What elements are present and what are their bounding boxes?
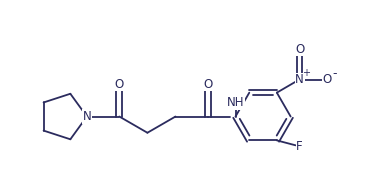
Text: O: O xyxy=(295,43,304,56)
Text: F: F xyxy=(296,140,303,153)
Text: N: N xyxy=(83,110,91,123)
Text: N: N xyxy=(295,73,304,86)
Text: -: - xyxy=(333,67,337,80)
Text: O: O xyxy=(203,78,213,91)
Text: NH: NH xyxy=(227,96,244,109)
Text: +: + xyxy=(303,68,310,78)
Text: O: O xyxy=(115,78,124,91)
Text: O: O xyxy=(323,73,332,86)
